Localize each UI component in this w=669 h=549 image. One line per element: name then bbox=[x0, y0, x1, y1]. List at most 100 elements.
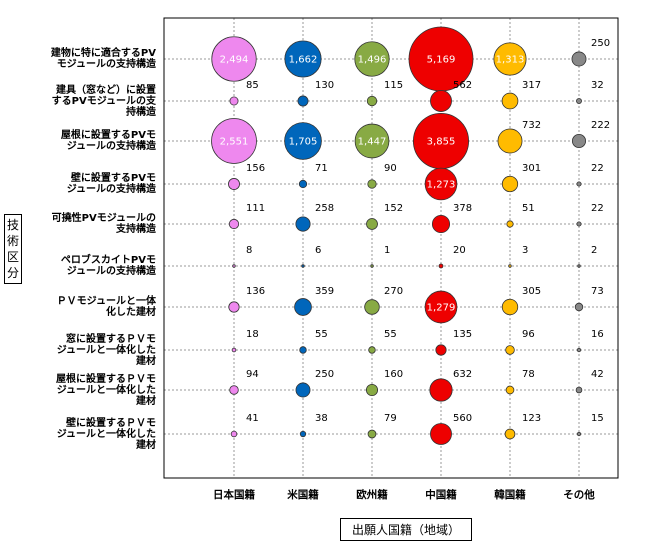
bubble bbox=[369, 347, 376, 354]
bubble bbox=[577, 182, 581, 186]
y-tick-label: ＰＶモジュールと一体 化した建材 bbox=[6, 296, 156, 318]
bubble bbox=[232, 348, 236, 352]
bubble bbox=[231, 431, 237, 437]
data-label: 55 bbox=[315, 329, 328, 340]
data-label: 732 bbox=[522, 120, 541, 131]
data-label: 2,494 bbox=[220, 55, 249, 66]
bubble bbox=[506, 386, 514, 394]
data-label: 32 bbox=[591, 80, 604, 91]
x-tick-label: その他 bbox=[544, 487, 614, 502]
y-tick-label: 可撓性PVモジュールの 支持構造 bbox=[6, 213, 156, 235]
data-label: 22 bbox=[591, 203, 604, 214]
data-label: 79 bbox=[384, 413, 397, 424]
data-label: 42 bbox=[591, 369, 604, 380]
data-label: 156 bbox=[246, 163, 265, 174]
data-label: 115 bbox=[384, 80, 403, 91]
data-label: 41 bbox=[246, 413, 259, 424]
bubble bbox=[365, 300, 380, 315]
bubble bbox=[368, 430, 376, 438]
bubble bbox=[230, 97, 238, 105]
data-label: 1,447 bbox=[358, 137, 387, 148]
data-label: 359 bbox=[315, 286, 334, 297]
x-tick-label: 欧州籍 bbox=[337, 487, 407, 502]
bubble bbox=[507, 221, 513, 227]
data-label: 5,169 bbox=[427, 55, 456, 66]
data-label: 51 bbox=[522, 203, 535, 214]
data-label: 2 bbox=[591, 245, 597, 256]
data-label: 18 bbox=[246, 329, 259, 340]
bubble bbox=[230, 386, 239, 395]
bubble bbox=[505, 429, 515, 439]
data-label: 560 bbox=[453, 413, 472, 424]
data-label: 317 bbox=[522, 80, 541, 91]
bubbles: 2,4941,6621,4965,1691,313250851301155623… bbox=[212, 27, 611, 445]
bubble bbox=[298, 96, 308, 106]
bubble bbox=[299, 180, 307, 188]
data-label: 22 bbox=[591, 163, 604, 174]
y-axis-title: 技術区分 bbox=[4, 214, 22, 284]
x-tick-label: 中国籍 bbox=[406, 487, 476, 502]
bubble bbox=[572, 134, 585, 147]
data-label: 1,313 bbox=[496, 55, 525, 66]
bubble bbox=[367, 96, 377, 106]
bubble bbox=[300, 431, 305, 436]
bubble bbox=[296, 383, 310, 397]
data-label: 270 bbox=[384, 286, 403, 297]
data-label: 135 bbox=[453, 329, 472, 340]
data-label: 111 bbox=[246, 203, 265, 214]
data-label: 301 bbox=[522, 163, 541, 174]
data-label: 305 bbox=[522, 286, 541, 297]
data-label: 562 bbox=[453, 80, 472, 91]
bubble bbox=[371, 265, 374, 268]
data-label: 8 bbox=[246, 245, 252, 256]
data-label: 136 bbox=[246, 286, 265, 297]
bubble bbox=[502, 93, 518, 109]
bubble bbox=[302, 265, 305, 268]
data-label: 378 bbox=[453, 203, 472, 214]
y-tick-label: 窓に設置するＰＶモ ジュールと一体化した 建材 bbox=[6, 334, 156, 367]
y-tick-label: ペロブスカイトPVモ ジュールの支持構造 bbox=[6, 255, 156, 277]
bubble bbox=[439, 264, 443, 268]
data-label: 160 bbox=[384, 369, 403, 380]
bubble bbox=[577, 348, 581, 352]
data-label: 1 bbox=[384, 245, 390, 256]
data-label: 1,705 bbox=[289, 137, 318, 148]
data-label: 1,279 bbox=[427, 303, 456, 314]
bubble bbox=[498, 129, 522, 153]
data-label: 250 bbox=[315, 369, 334, 380]
data-label: 3,855 bbox=[427, 137, 456, 148]
data-label: 1,496 bbox=[358, 55, 387, 66]
x-axis-title: 出願人国籍（地域） bbox=[340, 518, 472, 541]
data-label: 123 bbox=[522, 413, 541, 424]
data-label: 78 bbox=[522, 369, 535, 380]
data-label: 90 bbox=[384, 163, 397, 174]
data-label: 94 bbox=[246, 369, 259, 380]
data-label: 15 bbox=[591, 413, 604, 424]
data-label: 20 bbox=[453, 245, 466, 256]
bubble bbox=[575, 303, 583, 311]
bubble bbox=[430, 423, 451, 444]
y-tick-label: 建具（窓など）に設置 するPVモジュールの支 持構造 bbox=[6, 85, 156, 118]
bubble bbox=[229, 219, 238, 228]
data-label: 1,273 bbox=[427, 180, 456, 191]
bubble bbox=[368, 180, 376, 188]
data-label: 1,662 bbox=[289, 55, 318, 66]
x-tick-label: 韓国籍 bbox=[475, 487, 545, 502]
bubble bbox=[578, 265, 581, 268]
data-label: 2,551 bbox=[220, 137, 249, 148]
data-label: 6 bbox=[315, 245, 321, 256]
y-tick-label: 屋根に設置するPVモ ジュールの支持構造 bbox=[6, 130, 156, 152]
data-label: 258 bbox=[315, 203, 334, 214]
bubble bbox=[509, 265, 512, 268]
bubble bbox=[576, 98, 581, 103]
bubble bbox=[233, 265, 236, 268]
data-label: 250 bbox=[591, 38, 610, 49]
data-label: 85 bbox=[246, 80, 259, 91]
bubble bbox=[228, 178, 239, 189]
data-label: 222 bbox=[591, 120, 610, 131]
bubble bbox=[366, 384, 377, 395]
data-label: 71 bbox=[315, 163, 328, 174]
bubble bbox=[430, 379, 452, 401]
data-label: 55 bbox=[384, 329, 397, 340]
data-label: 73 bbox=[591, 286, 604, 297]
